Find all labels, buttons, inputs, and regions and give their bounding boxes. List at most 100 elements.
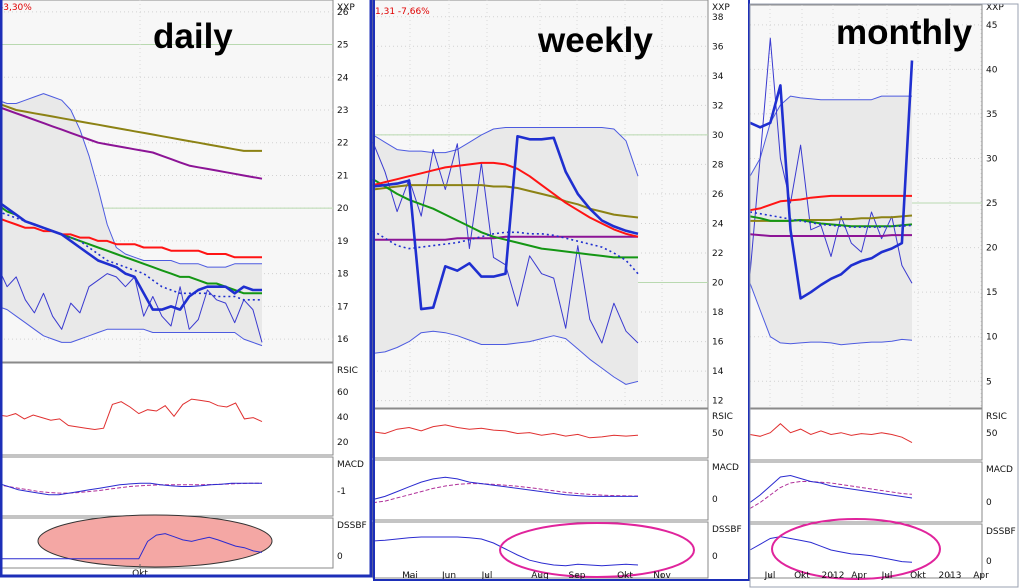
series-dotted-line — [749, 211, 913, 228]
macd-signal-line — [0, 482, 262, 494]
highlight-ellipse — [37, 514, 273, 568]
x-tick-label: Jun — [441, 571, 456, 581]
dss-label: DSSBF — [337, 521, 367, 531]
dss-tick-label: 0 — [712, 552, 718, 562]
series-ma-green-line — [372, 178, 638, 259]
rsi-line — [372, 424, 639, 439]
weekly-window-frame — [373, 0, 750, 581]
series-price-line — [0, 201, 262, 311]
x-tick-label: Jul — [764, 571, 776, 581]
macd-signal-line — [372, 483, 639, 504]
y-tick-label: 22 — [337, 139, 348, 149]
y-tick-label: 30 — [986, 154, 998, 164]
timeframe-title: daily — [153, 17, 233, 56]
rsi-tick-label: 20 — [337, 438, 349, 448]
rsi-label: RSIC — [712, 412, 733, 422]
x-tick-label: Jul — [881, 571, 893, 581]
rsi-tick-label: 60 — [337, 388, 349, 398]
dss-line — [0, 533, 263, 560]
y-tick-label: 5 — [986, 377, 992, 387]
y-tick-label: 23 — [337, 106, 348, 116]
band-area — [373, 127, 638, 385]
series-band-lower-line — [372, 330, 639, 385]
series-band-upper-line — [749, 95, 912, 177]
macd-tick-label: 0 — [712, 495, 718, 505]
dss-label: DSSBF — [986, 527, 1016, 537]
highlight-ring — [499, 522, 695, 578]
rsi-tick-label: 50 — [986, 429, 998, 439]
macd-tick-label: -1 — [337, 487, 346, 497]
macd-tick-label: 0 — [986, 498, 992, 508]
series-ma-purple-line — [0, 106, 263, 180]
dss-tick-label: 0 — [337, 552, 343, 562]
monthly-window-frame — [749, 3, 1019, 588]
symbol-label: XXP — [712, 3, 730, 13]
dss-panel — [749, 523, 983, 579]
y-tick-label: 20 — [337, 204, 349, 214]
series-band-upper-line — [372, 127, 639, 177]
rsi-tick-label: 40 — [337, 413, 349, 423]
x-tick-label: Okt — [617, 571, 633, 581]
timeframe-title: weekly — [537, 21, 653, 60]
series-band-lower-line — [0, 306, 263, 347]
x-tick-label: 2012 — [822, 571, 845, 581]
dss-line — [372, 536, 639, 567]
x-tick-label: Jul — [481, 571, 493, 581]
series-price-thin-line — [0, 270, 263, 343]
macd-line — [372, 476, 638, 500]
rsi-tick-label: 50 — [712, 429, 724, 439]
rsi-line — [0, 398, 263, 431]
change-percent: 1,31 -7,66% — [375, 7, 430, 17]
macd-line — [749, 474, 913, 503]
daily-window-frame — [0, 0, 373, 578]
y-tick-label: 28 — [712, 160, 724, 170]
series-band-lower-line — [749, 283, 913, 346]
symbol-label: XXP — [986, 3, 1004, 13]
panel-weekly: 12 14 16 18 20 22 24 26 28 30 32 34 36 38 RSIC 50 MACD 0 D… — [372, 0, 742, 581]
y-tick-label: 30 — [712, 131, 724, 141]
macd-panel — [372, 459, 709, 521]
series-price-thin-line — [749, 37, 913, 284]
x-tick-label: Okt — [910, 571, 926, 581]
rsi-panel — [372, 408, 709, 459]
x-tick-label: Mai — [402, 571, 418, 581]
y-tick-label: 16 — [337, 335, 349, 345]
y-tick-label: 24 — [712, 219, 724, 229]
macd-label: MACD — [337, 460, 364, 470]
y-tick-label: 14 — [712, 367, 724, 377]
series-ma-olive-line — [372, 184, 639, 219]
x-tick-label: Apr — [973, 571, 989, 581]
y-tick-label: 20 — [712, 279, 724, 289]
y-tick-label: 26 — [337, 8, 349, 18]
series-price-line — [749, 60, 914, 300]
y-tick-label: 24 — [337, 73, 349, 83]
y-tick-label: 18 — [337, 270, 349, 280]
rsi-line — [749, 423, 913, 444]
x-tick-label: Apr — [851, 571, 867, 581]
y-tick-label: 36 — [712, 42, 724, 52]
panel-monthly: 5 10 15 20 25 30 35 40 45 RSIC 50 MACD 0 DSSBF 0 Jul Okt… — [749, 3, 1016, 581]
y-tick-label: 20 — [986, 244, 998, 254]
y-tick-label: 22 — [712, 249, 723, 259]
macd-panel — [0, 456, 334, 517]
y-tick-label: 15 — [986, 288, 997, 298]
y-tick-label: 18 — [712, 308, 724, 318]
macd-label: MACD — [986, 465, 1013, 475]
y-tick-label: 32 — [712, 101, 723, 111]
x-tick-label: Sep — [569, 571, 586, 581]
dss-label: DSSBF — [712, 525, 742, 535]
y-tick-label: 40 — [986, 65, 998, 75]
series-band-upper-line — [0, 93, 262, 268]
y-tick-label: 35 — [986, 110, 997, 120]
y-tick-label: 16 — [712, 338, 724, 348]
macd-line — [0, 482, 262, 496]
rsi-label: RSIC — [986, 412, 1007, 422]
y-tick-label: 45 — [986, 21, 997, 31]
x-tick-label: Okt — [794, 571, 810, 581]
change-percent: -3,30% — [0, 3, 32, 13]
dss-panel — [372, 521, 709, 579]
y-tick-label: 12 — [712, 397, 723, 407]
y-tick-label: 21 — [337, 171, 348, 181]
timeframe-title: monthly — [836, 13, 973, 52]
series-ma-purple-line — [373, 235, 638, 241]
